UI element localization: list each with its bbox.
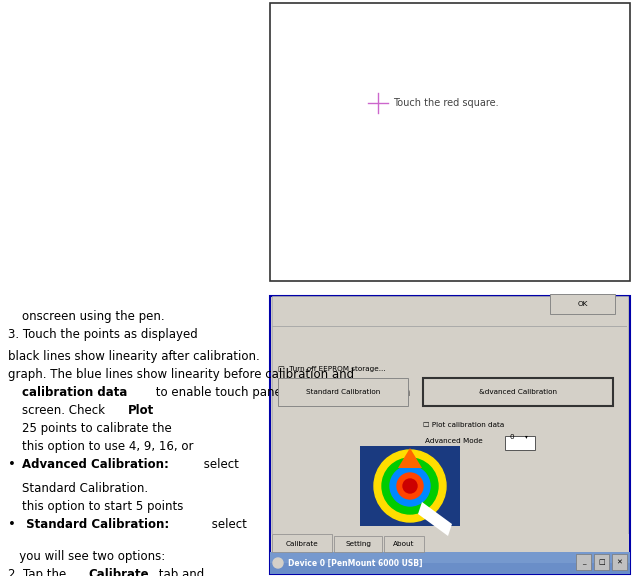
Text: Standard Calibration.: Standard Calibration. — [22, 482, 148, 495]
Bar — [272, 534, 332, 552]
Text: ✕: ✕ — [617, 559, 622, 565]
Text: _: _ — [582, 559, 585, 565]
Text: •: • — [8, 458, 16, 471]
Circle shape — [374, 450, 446, 522]
Text: to enable touch panel linearity comparison: to enable touch panel linearity comparis… — [152, 386, 410, 399]
Bar — [270, 552, 630, 563]
Polygon shape — [398, 448, 422, 468]
Text: black lines show linearity after calibration.: black lines show linearity after calibra… — [8, 350, 260, 363]
Bar — [505, 436, 535, 450]
Text: Advanced Mode: Advanced Mode — [425, 438, 483, 444]
Text: OK: OK — [578, 301, 588, 307]
Text: About: About — [393, 541, 415, 547]
Circle shape — [403, 479, 417, 493]
Bar — [270, 3, 630, 281]
Text: Advanced Calibration:: Advanced Calibration: — [22, 458, 169, 471]
Bar — [360, 446, 460, 526]
Circle shape — [382, 458, 438, 514]
Text: tab and: tab and — [155, 568, 204, 576]
Circle shape — [397, 473, 423, 499]
Bar — [278, 378, 408, 406]
Text: this option to start 5 points: this option to start 5 points — [22, 500, 184, 513]
Text: 3. Touch the points as displayed: 3. Touch the points as displayed — [8, 328, 197, 341]
Text: ☐ Plot calibration data: ☐ Plot calibration data — [423, 422, 504, 428]
Text: this option to use 4, 9, 16, or: this option to use 4, 9, 16, or — [22, 440, 194, 453]
Text: ▾: ▾ — [525, 434, 528, 439]
Text: calibration data: calibration data — [22, 386, 128, 399]
Text: □  Turn off EEPROM storage...: □ Turn off EEPROM storage... — [278, 366, 385, 372]
Text: 2. Tap the: 2. Tap the — [8, 568, 70, 576]
Text: 25 points to calibrate the: 25 points to calibrate the — [22, 422, 171, 435]
Text: 0: 0 — [510, 434, 514, 440]
Text: Calibrate: Calibrate — [286, 541, 318, 547]
Text: •: • — [8, 518, 16, 531]
Text: Setting: Setting — [345, 541, 371, 547]
Text: □: □ — [598, 559, 605, 565]
Bar — [612, 554, 627, 570]
Text: Standard Calibration: Standard Calibration — [306, 389, 380, 395]
Circle shape — [273, 558, 283, 568]
Bar — [334, 536, 382, 552]
Bar — [423, 378, 613, 406]
Bar — [594, 554, 609, 570]
Circle shape — [390, 466, 430, 506]
Bar — [271, 534, 629, 552]
Text: graph. The blue lines show linearity before calibration and: graph. The blue lines show linearity bef… — [8, 368, 354, 381]
Bar — [270, 296, 630, 574]
Text: Device 0 [PenMount 6000 USB]: Device 0 [PenMount 6000 USB] — [288, 559, 422, 567]
Text: select: select — [200, 458, 239, 471]
Text: Touch the red square.: Touch the red square. — [393, 98, 498, 108]
Text: Calibrate: Calibrate — [88, 568, 149, 576]
Bar — [576, 554, 591, 570]
Text: you will see two options:: you will see two options: — [8, 550, 165, 563]
Text: Standard Calibration:: Standard Calibration: — [22, 518, 170, 531]
Bar — [384, 536, 424, 552]
Bar — [272, 296, 628, 534]
Text: select: select — [208, 518, 247, 531]
Text: &dvanced Calibration: &dvanced Calibration — [479, 389, 557, 395]
Polygon shape — [418, 502, 452, 536]
Text: Plot: Plot — [128, 404, 154, 417]
Bar — [270, 552, 630, 574]
Text: screen. Check: screen. Check — [22, 404, 109, 417]
Text: onscreen using the pen.: onscreen using the pen. — [22, 310, 164, 323]
Bar — [550, 294, 615, 314]
